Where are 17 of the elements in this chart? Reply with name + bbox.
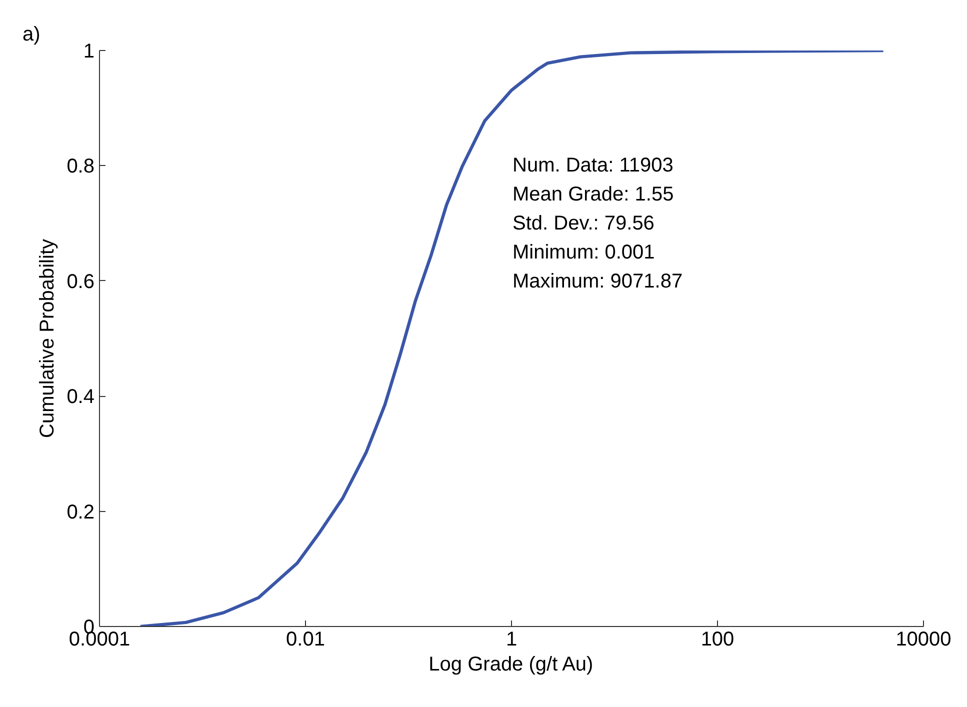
y-axis-title: Cumulative Probability (36, 239, 59, 438)
x-axis-title: Log Grade (g/t Au) (428, 654, 594, 676)
annotation: Mean Grade: 1.55 (512, 184, 674, 206)
annotation: Std. Dev.: 79.56 (512, 212, 654, 234)
text: a) (22, 24, 40, 46)
y-tick-label: 0.6 (66, 270, 95, 293)
y-tick-label: 0.8 (66, 156, 95, 178)
annotation: Num. Data: 11903 (512, 154, 674, 176)
x-tick-label: 10000 (896, 628, 952, 650)
x-tick-label: 0.01 (286, 628, 325, 650)
annotation: Minimum: 0.001 (512, 242, 655, 264)
y-tick-label: 1 (83, 40, 94, 62)
y-tick-label: 0.4 (66, 386, 95, 408)
annotation: Maximum: 9071.87 (512, 270, 683, 292)
x-tick-label: 1 (506, 628, 518, 650)
x-tick-label: 100 (700, 628, 734, 650)
y-tick-label: 0.2 (66, 501, 95, 524)
